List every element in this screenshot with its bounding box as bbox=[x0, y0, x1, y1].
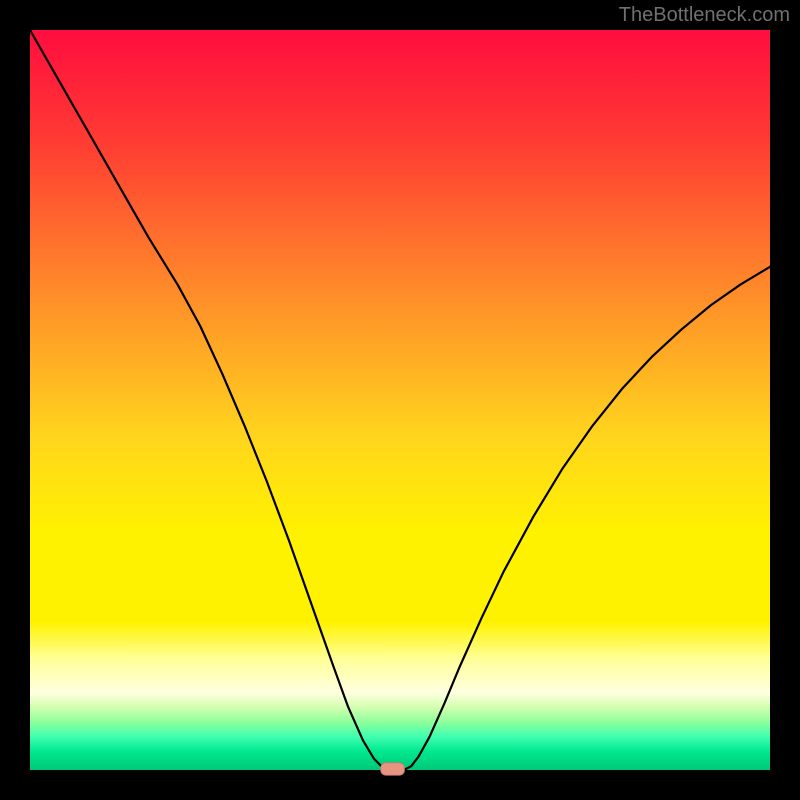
chart-container: TheBottleneck.com bbox=[0, 0, 800, 800]
bottleneck-chart bbox=[0, 0, 800, 800]
bottleneck-marker bbox=[381, 763, 405, 775]
plot-area bbox=[30, 30, 770, 770]
